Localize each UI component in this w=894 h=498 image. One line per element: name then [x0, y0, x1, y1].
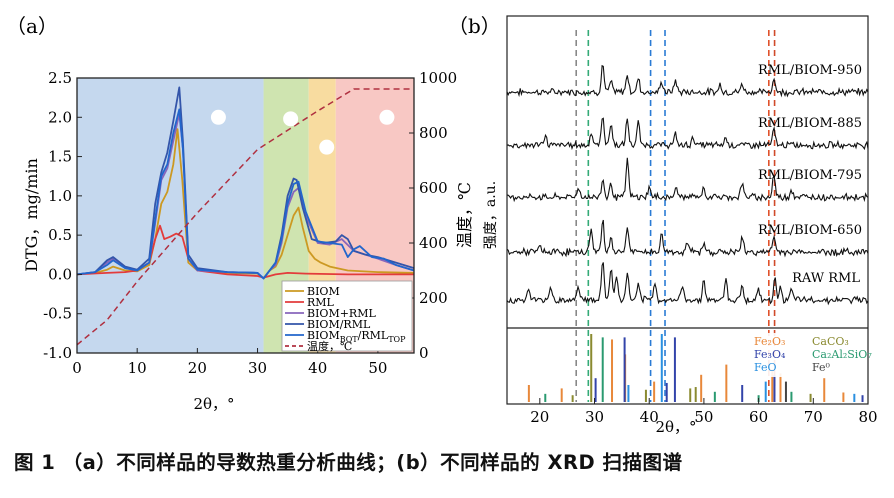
zone-marker-0	[210, 109, 226, 125]
y-axis-ticks: -1.0 -0.5 0.0 0.5 1.0 1.5 2.0 2.5	[43, 69, 82, 362]
xrd-y-axis-label: 强度，a.u.	[483, 181, 499, 249]
dtg-chart: -1.0-0.50.00.51.01.52.02.5 0200400600800…	[22, 69, 474, 413]
y2-tick-label: 800	[419, 124, 448, 142]
xrd-x-tick-label: 30	[585, 408, 604, 426]
y-tick-label: 2.5	[48, 69, 72, 87]
xrd-trace-1	[506, 117, 869, 151]
y-tick-label: 2.0	[48, 108, 72, 126]
legend-label: BIOM+RML	[307, 307, 376, 320]
dtg-y-axis-label: DTG，mg/min	[22, 158, 41, 272]
y2-tick-label: 200	[419, 289, 448, 307]
xrd-x-tick-label: 20	[530, 408, 549, 426]
y2-axis-ticks: 0 200 400 600 800 1000	[409, 69, 457, 362]
x-tick-label: 0	[72, 359, 82, 377]
x-tick-label: 20	[188, 359, 207, 377]
xrd-x-axis-ticks: 20 30 40 50 60 70 80	[530, 398, 878, 426]
legend-label: RML	[307, 296, 335, 309]
zone-markers	[210, 109, 395, 155]
phase-legend-label: Ca₂Al₂SiO₇	[812, 348, 872, 361]
xrd-trace-label: RAW RML	[792, 271, 860, 286]
x-tick-label: 30	[248, 359, 267, 377]
y-tick-label: 0.5	[48, 226, 72, 244]
x-tick-label: 10	[128, 359, 147, 377]
y-tick-label: -1.0	[43, 344, 72, 362]
xrd-trace-label: RML/BIOM-950	[758, 63, 862, 78]
x-tick-label: 40	[308, 359, 327, 377]
phase-legend-label: Fe₂O₃	[754, 335, 785, 348]
figure-caption: 图 1 （a）不同样品的导数热重分析曲线；(b）不同样品的 XRD 扫描图谱	[14, 451, 683, 474]
legend-label: BIOMBOT/RMLTOP	[307, 329, 406, 344]
dtg-x-axis-label: 2θ，°	[193, 395, 234, 413]
dtg-series-line-5	[76, 88, 414, 346]
phase-legend-label: CaCO₃	[812, 335, 849, 348]
xrd-trace-2	[506, 157, 869, 203]
legend-label: BIOM/RML	[307, 318, 371, 331]
zone-marker-1	[283, 111, 299, 127]
temperature-y2-axis-label: 温度，℃	[455, 182, 474, 248]
xrd-trace-label: RML/BIOM-650	[758, 223, 862, 238]
xrd-x-axis-label: 2θ，°	[655, 418, 696, 436]
phase-legend-label: Fe₃O₄	[754, 348, 786, 361]
xrd-x-tick-label: 80	[858, 408, 877, 426]
xrd-x-tick-label: 60	[749, 408, 768, 426]
panel-b-label: （b）	[448, 14, 501, 38]
dtg-series-line-4	[76, 108, 415, 280]
dtg-legend: BIOMRMLBIOM+RMLBIOM/RMLBIOMBOT/RMLTOP温度，…	[281, 280, 413, 353]
phase-legend-box	[752, 333, 864, 377]
xrd-trace-0	[506, 64, 869, 98]
phase-legend: Fe₂O₃ CaCO₃ Fe₃O₄ Ca₂Al₂SiO₇ FeO Fe⁰	[752, 333, 872, 377]
xrd-chart: RML/BIOM-950 RML/BIOM-885 RML/BIOM-795 RML/…	[483, 15, 878, 436]
zone-band-0	[77, 78, 264, 353]
xrd-traces: RML/BIOM-950 RML/BIOM-885 RML/BIOM-795 RML/…	[506, 63, 869, 306]
xrd-x-tick-label: 40	[640, 408, 659, 426]
dtg-plot-frame	[76, 77, 415, 354]
legend-box	[281, 280, 413, 352]
xrd-x-tick-label: 50	[694, 408, 713, 426]
reference-pattern-sticks	[527, 334, 864, 402]
y-tick-label: -0.5	[43, 305, 72, 323]
xrd-trace-4	[506, 262, 869, 306]
phase-legend-label: Fe⁰	[812, 361, 831, 374]
y2-tick-label: 1000	[419, 69, 457, 87]
y-tick-label: 0.0	[48, 265, 72, 283]
y2-tick-label: 400	[419, 234, 448, 252]
x-tick-label: 50	[368, 359, 387, 377]
xrd-trace-3	[506, 219, 869, 258]
xrd-x-tick-label: 70	[804, 408, 823, 426]
y2-tick-label: 600	[419, 179, 448, 197]
xrd-trace-label: RML/BIOM-795	[758, 168, 862, 183]
dtg-series-group	[76, 86, 415, 346]
xrd-plot-frame	[506, 15, 869, 405]
zone-marker-2	[319, 139, 335, 155]
y2-tick-label: 0	[419, 344, 429, 362]
zone-marker-3	[379, 109, 395, 125]
y-tick-label: 1.0	[48, 187, 72, 205]
xrd-trace-label: RML/BIOM-885	[758, 116, 862, 131]
x-axis-ticks: 0 10 20 30 40 50	[72, 348, 387, 377]
legend-label: 温度，℃	[307, 339, 352, 353]
legend-label: BIOM	[307, 285, 340, 298]
panel-a-label: （a）	[6, 14, 58, 38]
phase-legend-label: FeO	[754, 361, 777, 374]
y-tick-label: 1.5	[48, 148, 72, 166]
